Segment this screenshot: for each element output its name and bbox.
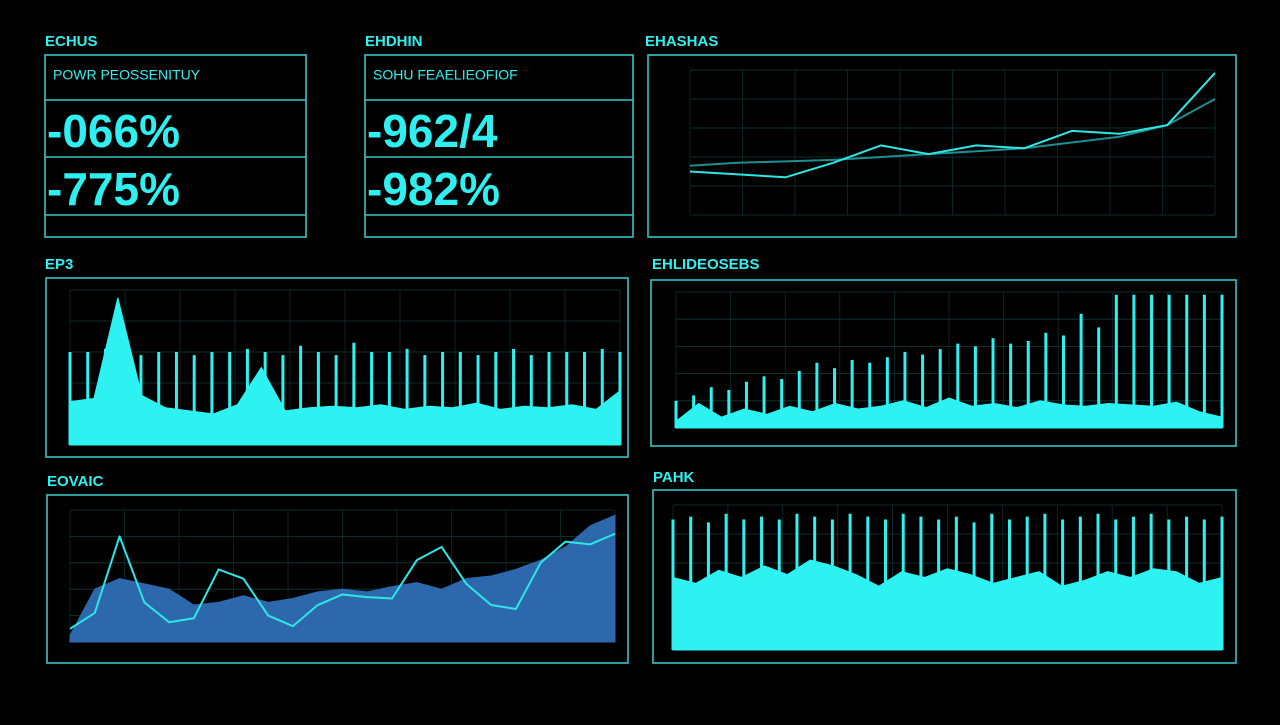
panel-frame: [364, 54, 634, 238]
reading: -982%: [367, 163, 500, 215]
panel-title: EP3: [45, 256, 73, 273]
panel-subtitle: POWR PEOSSENITUY: [53, 67, 201, 83]
panel-frame: [652, 489, 1237, 664]
panel-title: EOVAIC: [47, 473, 104, 490]
area: [69, 297, 621, 446]
panel-frame: [45, 277, 629, 458]
reading: -066%: [47, 105, 180, 157]
area: [672, 559, 1223, 651]
panel-subtitle: SOHU FEAELIEOFIOF: [373, 67, 518, 83]
line: [69, 532, 616, 630]
area: [69, 514, 616, 643]
panel-title: EHASHAS: [645, 33, 718, 50]
line: [689, 98, 1216, 167]
line: [689, 72, 1216, 179]
reading: -962/4: [367, 105, 498, 157]
panel-title: EHDHIN: [365, 33, 423, 50]
panel-frame: [44, 54, 307, 238]
panel-frame: [647, 54, 1237, 238]
panel-title: ECHUS: [45, 33, 98, 50]
panel-frame: [650, 279, 1237, 447]
panel-frame: [46, 494, 629, 664]
reading: -775%: [47, 163, 180, 215]
area: [675, 397, 1223, 429]
panel-title: PAHK: [653, 469, 695, 486]
panel-title: EHLIDEOSEBS: [652, 256, 760, 273]
